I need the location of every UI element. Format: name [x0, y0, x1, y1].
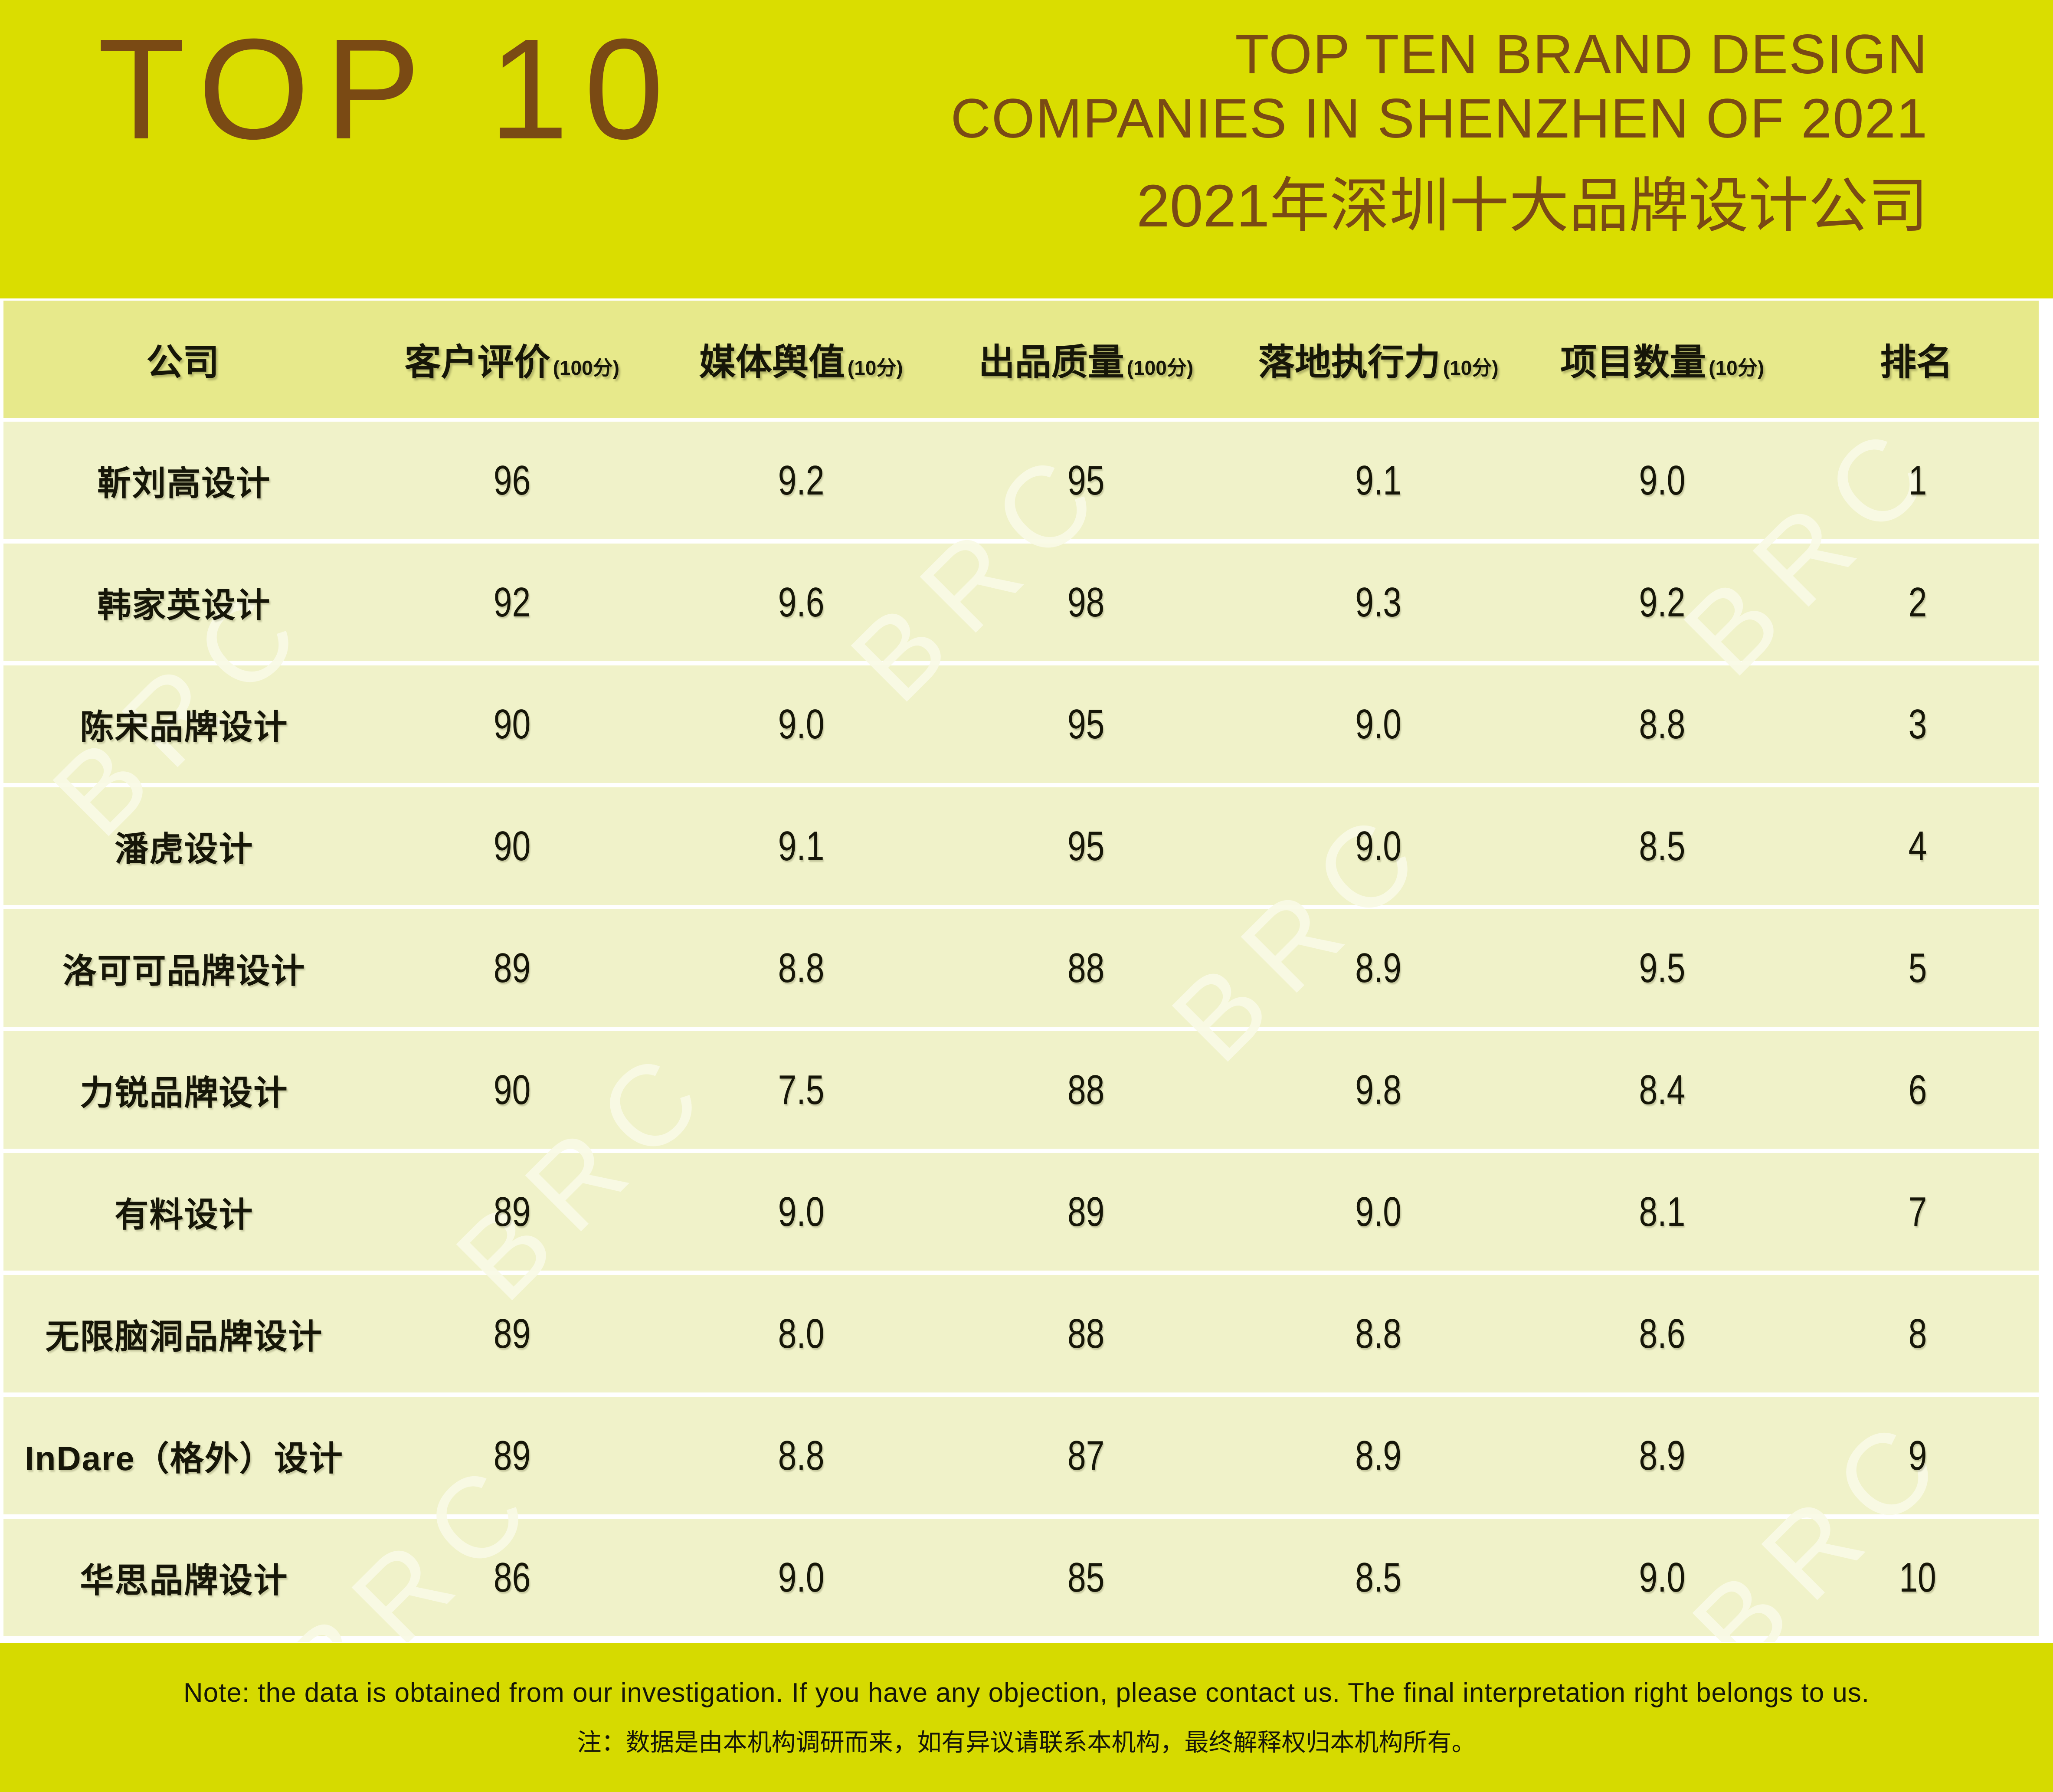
header-banner: TOP 10 TOP TEN BRAND DESIGN COMPANIES IN…	[0, 0, 2053, 298]
column-header-media-reputation: 媒体舆值 (10分)	[699, 341, 903, 383]
cell-execution: 9.0	[1355, 1188, 1402, 1235]
cell-customer: 90	[493, 1066, 530, 1113]
cell-media: 7.5	[778, 1066, 825, 1113]
cell-rank: 7	[1908, 1188, 1927, 1235]
title-english-line2: COMPANIES IN SHENZHEN OF 2021	[950, 88, 1928, 150]
cell-media: 9.0	[778, 1554, 825, 1601]
cell-execution: 8.9	[1355, 1432, 1402, 1479]
cell-customer: 96	[493, 457, 530, 504]
table-row: 靳刘高设计 96 9.2 95 9.1 9.0 1	[3, 422, 2039, 539]
cell-company: 有料设计	[115, 1195, 254, 1234]
cell-media: 9.0	[778, 701, 825, 747]
table-row: 潘虎设计 90 9.1 95 9.0 8.5 4	[3, 787, 2039, 905]
cell-media: 8.0	[778, 1310, 825, 1357]
cell-company: InDare（格外）设计	[25, 1439, 344, 1477]
cell-media: 8.8	[778, 1432, 825, 1479]
footer-note: Note: the data is obtained from our inve…	[0, 1643, 2053, 1792]
cell-company: 华思品牌设计	[80, 1561, 288, 1599]
cell-execution: 9.0	[1355, 822, 1402, 869]
cell-quality: 95	[1067, 822, 1105, 869]
cell-quality: 98	[1067, 579, 1105, 626]
cell-rank: 6	[1908, 1066, 1927, 1113]
cell-rank: 2	[1908, 579, 1927, 626]
cell-company: 洛可可品牌设计	[62, 951, 306, 990]
cell-media: 9.6	[778, 579, 825, 626]
cell-media: 8.8	[778, 944, 825, 991]
cell-company: 无限脑洞品牌设计	[45, 1317, 323, 1356]
cell-projects: 8.4	[1639, 1066, 1686, 1113]
column-header-customer-rating: 客户评价 (100分)	[404, 341, 619, 383]
table-row: InDare（格外）设计 89 8.8 87 8.9 8.9 9	[3, 1397, 2039, 1514]
cell-rank: 4	[1908, 822, 1927, 869]
cell-company: 韩家英设计	[97, 586, 271, 624]
cell-quality: 87	[1067, 1432, 1105, 1479]
table-body: 靳刘高设计 96 9.2 95 9.1 9.0 1 韩家英设计 92 9.6 98 9.3 9.2 2 陈宋…	[3, 422, 2039, 1636]
footer-note-english: Note: the data is obtained from our inve…	[183, 1677, 1870, 1708]
cell-quality: 88	[1067, 1310, 1105, 1357]
cell-company: 力锐品牌设计	[80, 1073, 288, 1112]
table-row: 洛可可品牌设计 89 8.8 88 8.9 9.5 5	[3, 909, 2039, 1027]
cell-projects: 8.1	[1639, 1188, 1686, 1235]
cell-customer: 90	[493, 701, 530, 747]
cell-execution: 8.9	[1355, 944, 1402, 991]
cell-media: 9.0	[778, 1188, 825, 1235]
column-header-rank: 排名	[1880, 341, 1953, 383]
cell-quality: 85	[1067, 1554, 1105, 1601]
cell-company: 潘虎设计	[115, 829, 254, 868]
table-row: 陈宋品牌设计 90 9.0 95 9.0 8.8 3	[3, 665, 2039, 783]
cell-media: 9.1	[778, 822, 825, 869]
cell-rank: 9	[1908, 1432, 1927, 1479]
cell-customer: 89	[493, 944, 530, 991]
cell-projects: 8.9	[1639, 1432, 1686, 1479]
column-header-project-count: 项目数量 (10分)	[1560, 341, 1765, 383]
title-block: TOP TEN BRAND DESIGN COMPANIES IN SHENZH…	[951, 23, 1928, 239]
cell-execution: 9.3	[1355, 579, 1402, 626]
cell-customer: 89	[493, 1188, 530, 1235]
cell-execution: 8.5	[1355, 1554, 1402, 1601]
cell-rank: 5	[1908, 944, 1927, 991]
cell-projects: 8.5	[1639, 822, 1686, 869]
title-chinese: 2021年深圳十大品牌设计公司	[1136, 173, 1928, 239]
cell-execution: 9.8	[1355, 1066, 1402, 1113]
column-header-company: 公司	[146, 341, 219, 383]
cell-quality: 88	[1067, 1066, 1105, 1113]
cell-rank: 10	[1899, 1554, 1936, 1601]
cell-projects: 9.2	[1639, 579, 1686, 626]
cell-execution: 9.1	[1355, 457, 1402, 504]
cell-projects: 9.0	[1639, 1554, 1686, 1601]
cell-execution: 8.8	[1355, 1310, 1402, 1357]
cell-quality: 89	[1067, 1188, 1105, 1235]
table-row: 有料设计 89 9.0 89 9.0 8.1 7	[3, 1153, 2039, 1271]
cell-rank: 3	[1908, 701, 1927, 747]
cell-customer: 92	[493, 579, 530, 626]
cell-rank: 1	[1908, 457, 1927, 504]
cell-customer: 89	[493, 1310, 530, 1357]
cell-customer: 86	[493, 1554, 530, 1601]
table-header-row: 公司 客户评价 (100分) 媒体舆值 (10分) 出品质量 (100分) 落地执行力…	[3, 301, 2039, 418]
cell-quality: 88	[1067, 944, 1105, 991]
cell-projects: 9.5	[1639, 944, 1686, 991]
cell-quality: 95	[1067, 457, 1105, 504]
column-header-output-quality: 出品质量 (100分)	[978, 341, 1194, 383]
footer-note-chinese: 注：数据是由本机构调研而来，如有异议请联系本机构，最终解释权归本机构所有。	[577, 1728, 1476, 1756]
table-row: 华思品牌设计 86 9.0 85 8.5 9.0 10	[3, 1519, 2039, 1636]
cell-media: 9.2	[778, 457, 825, 504]
cell-execution: 9.0	[1355, 701, 1402, 747]
table-row: 韩家英设计 92 9.6 98 9.3 9.2 2	[3, 544, 2039, 661]
cell-projects: 8.6	[1639, 1310, 1686, 1357]
cell-company: 靳刘高设计	[97, 464, 271, 502]
table-row: 无限脑洞品牌设计 89 8.0 88 8.8 8.6 8	[3, 1275, 2039, 1392]
title-english-line1: TOP TEN BRAND DESIGN	[1235, 23, 1928, 85]
top10-badge: TOP 10	[98, 9, 680, 169]
table-row: 力锐品牌设计 90 7.5 88 9.8 8.4 6	[3, 1031, 2039, 1149]
cell-projects: 8.8	[1639, 701, 1686, 747]
cell-customer: 90	[493, 822, 530, 869]
cell-projects: 9.0	[1639, 457, 1686, 504]
cell-quality: 95	[1067, 701, 1105, 747]
cell-company: 陈宋品牌设计	[80, 708, 288, 746]
cell-customer: 89	[493, 1432, 530, 1479]
column-header-execution: 落地执行力 (10分)	[1258, 341, 1499, 383]
cell-rank: 8	[1908, 1310, 1927, 1357]
